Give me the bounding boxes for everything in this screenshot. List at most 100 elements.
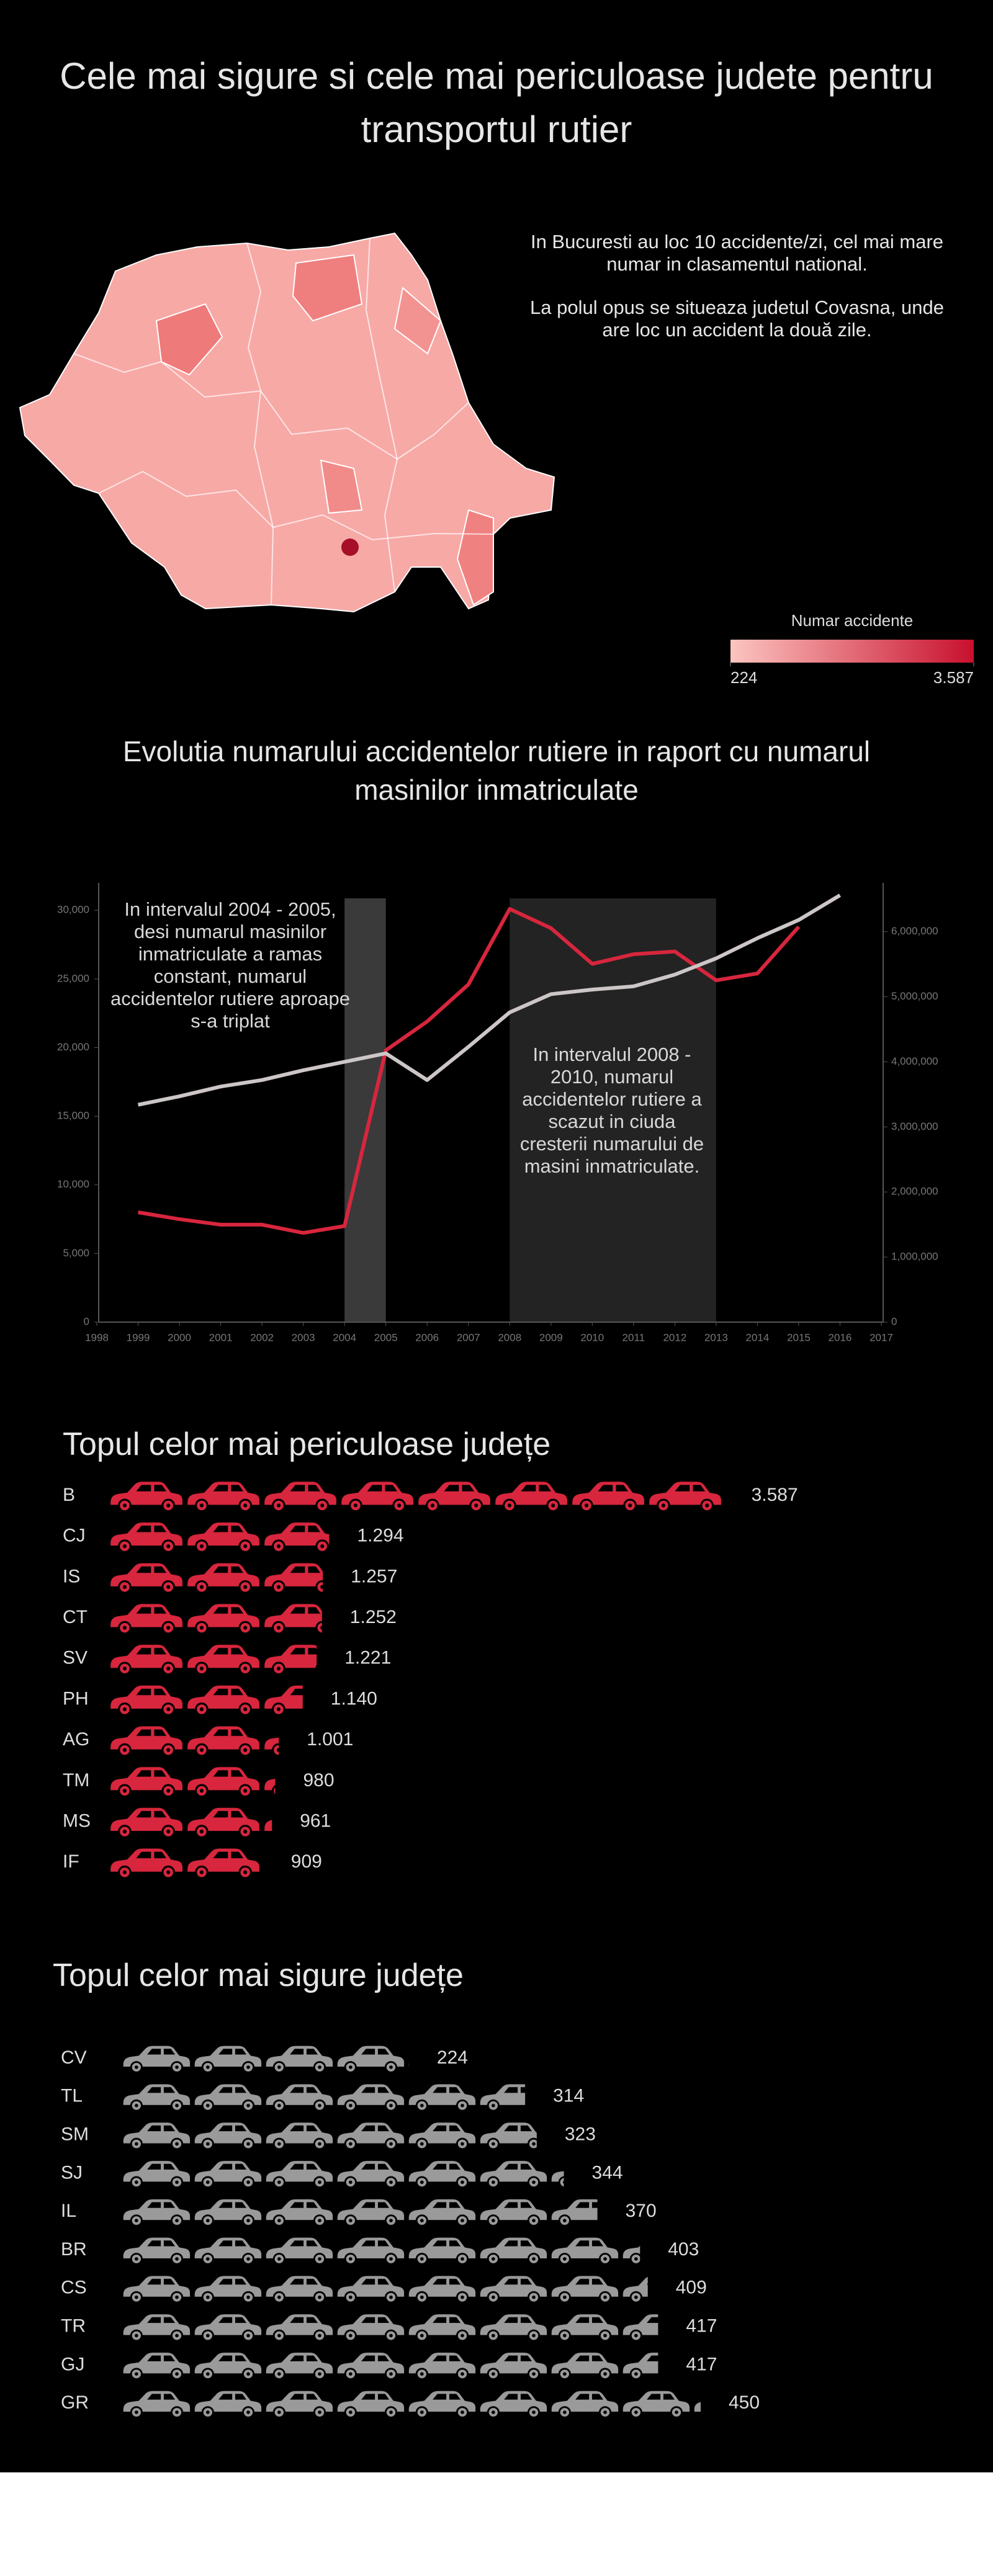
legend-scale (730, 640, 974, 663)
legend-title: Numar accidente (791, 611, 914, 630)
pictogram-bar (120, 2042, 409, 2075)
y-tick-label: 25,000 (57, 972, 89, 984)
y-tick-label: 30,000 (57, 904, 89, 916)
x-tick-label: 2017 (869, 1331, 893, 1343)
x-tick-label: 2002 (250, 1331, 274, 1343)
series-line (137, 893, 842, 1107)
y-tick-label: 0 (84, 1315, 89, 1327)
x-tick-label: 2015 (787, 1331, 811, 1343)
category-label: IL (61, 2201, 76, 2221)
legend-label: 3.587 (933, 668, 974, 687)
map (19, 232, 555, 613)
category-label: GR (61, 2392, 89, 2413)
value-label: 909 (291, 1851, 322, 1872)
y2-tick-label: 6,000,000 (891, 925, 938, 937)
y2-tick-label: 3,000,000 (891, 1120, 938, 1132)
highlight-band (344, 898, 386, 1322)
x-tick-label: 2008 (498, 1331, 521, 1343)
value-label: 3.587 (752, 1485, 798, 1505)
x-tick-label: 2012 (663, 1331, 686, 1343)
annotation: In intervalul 2004 - 2005, desi numarul … (110, 898, 351, 1032)
pictogram-bar (107, 1845, 263, 1881)
x-tick-label: 2000 (168, 1331, 191, 1343)
x-tick-label: 1999 (127, 1331, 150, 1343)
value-label: 409 (676, 2278, 707, 2298)
pictogram-bar (107, 1763, 276, 1799)
x-tick-label: 2016 (829, 1331, 852, 1343)
county-border (246, 243, 274, 606)
value-label: 1.140 (331, 1688, 377, 1709)
value-label: 1.294 (357, 1526, 403, 1546)
category-label: CT (63, 1607, 88, 1627)
y-tick-label: 20,000 (57, 1041, 89, 1053)
pictogram-bar (120, 2310, 658, 2343)
y2-tick-label: 5,000,000 (891, 990, 938, 1002)
category-label: SJ (61, 2162, 83, 2183)
x-tick-label: 2005 (374, 1331, 398, 1343)
category-label: BR (61, 2239, 87, 2260)
pictogram-bar (120, 2272, 648, 2305)
highlight-band (510, 898, 716, 1322)
y-tick-label: 15,000 (57, 1110, 89, 1122)
pictogram-bar (120, 2349, 658, 2382)
category-label: TL (61, 2086, 83, 2106)
x-tick-label: 2007 (457, 1331, 480, 1343)
category-label: CV (61, 2047, 87, 2068)
county (292, 254, 363, 322)
value-label: 980 (303, 1770, 334, 1791)
y2-tick-label: 4,000,000 (891, 1055, 938, 1067)
county-border (73, 353, 469, 460)
x-tick-label: 2014 (746, 1331, 770, 1343)
value-label: 224 (437, 2047, 468, 2068)
value-label: 1.257 (351, 1566, 397, 1586)
x-tick-label: 2011 (622, 1331, 645, 1343)
pictogram-bar (120, 2119, 537, 2152)
value-label: 417 (686, 2354, 717, 2374)
series-line (138, 907, 801, 1235)
x-tick-label: 2006 (415, 1331, 439, 1343)
x-tick-label: 2010 (580, 1331, 604, 1343)
category-label: TR (61, 2316, 86, 2337)
x-tick-label: 1998 (85, 1331, 109, 1343)
category-label: TM (63, 1770, 89, 1791)
value-label: 323 (565, 2124, 596, 2145)
category-label: CS (61, 2278, 87, 2298)
chart-title: Topul celor mai sigure județe (53, 1957, 464, 1993)
value-label: 1.252 (350, 1607, 397, 1627)
x-tick-label: 2001 (209, 1331, 233, 1343)
pictogram-bar (107, 1640, 317, 1677)
value-label: 314 (553, 2086, 584, 2106)
category-label: SV (63, 1648, 88, 1668)
y2-tick-label: 1,000,000 (891, 1251, 938, 1263)
county (320, 459, 363, 514)
pictogram-bar (107, 1722, 279, 1759)
canvas: Numar accidente 224 3.587 0 5,000 10,000 15,00… (19, 232, 974, 2420)
category-label: CJ (63, 1526, 86, 1546)
y-tick-label: 10,000 (57, 1178, 89, 1190)
county (155, 303, 223, 376)
pictogram-bar (107, 1478, 724, 1514)
value-label: 370 (626, 2201, 657, 2221)
chart-title: Evolutia numarului accidentelor rutiere … (122, 735, 871, 806)
value-label: 961 (300, 1811, 331, 1831)
category-label: SM (61, 2124, 89, 2145)
category-label: GJ (61, 2354, 84, 2374)
category-label: B (63, 1485, 75, 1505)
pictogram-bar (120, 2196, 598, 2229)
value-label: 417 (686, 2316, 717, 2337)
value-label: 403 (668, 2239, 699, 2260)
chart-title: Topul celor mai periculoase județe (63, 1426, 551, 1462)
pictogram-bar (107, 1518, 330, 1555)
pictogram-bar (107, 1600, 322, 1637)
pictogram-bar (120, 2157, 564, 2190)
annotation: In intervalul 2008 - 2010, numarul accid… (519, 1044, 704, 1177)
page-title: Cele mai sigure si cele mai periculoase … (60, 55, 933, 150)
x-tick-label: 2009 (539, 1331, 563, 1343)
x-tick-label: 2003 (292, 1331, 315, 1343)
legend-label: 224 (730, 668, 757, 687)
pictogram-bar (120, 2387, 701, 2420)
bucharest (341, 539, 359, 556)
pictogram-bar (107, 1804, 272, 1840)
value-label: 1.221 (344, 1648, 391, 1668)
category-label: IS (63, 1566, 80, 1586)
